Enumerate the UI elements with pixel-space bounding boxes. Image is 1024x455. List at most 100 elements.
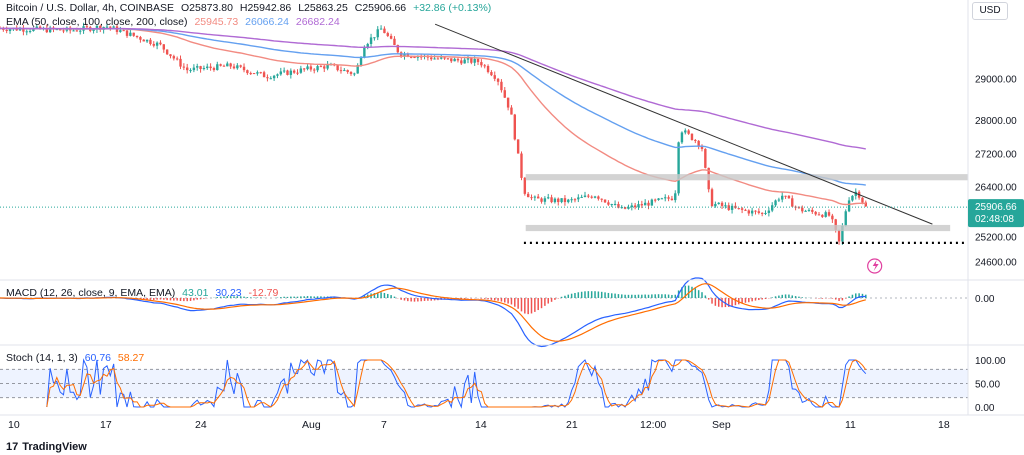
candle-body: [607, 202, 610, 205]
candle-body: [603, 199, 607, 203]
candle-body: [149, 39, 152, 44]
candle-body: [239, 65, 242, 67]
candle-body: [560, 198, 563, 203]
candle-body: [831, 215, 834, 220]
candle-body: [486, 65, 490, 73]
candle-body: [757, 211, 761, 213]
candle-body: [343, 70, 346, 72]
candle-body: [781, 195, 784, 200]
candle-body: [687, 130, 690, 134]
candle-body: [684, 130, 687, 133]
candle-body: [373, 37, 376, 39]
macd-legend: MACD (12, 26, close, 9, EMA, EMA) 43.01 …: [6, 287, 282, 299]
candle-body: [159, 42, 162, 45]
candle-body: [226, 63, 229, 67]
candle-body: [436, 58, 440, 60]
candle-body: [306, 66, 309, 70]
stoch-pane[interactable]: [0, 358, 968, 409]
price-tick-label: 26400.00: [975, 183, 1017, 194]
candle-body: [861, 197, 864, 203]
candle-body: [777, 199, 781, 201]
candle-body: [316, 66, 319, 71]
current-price-label: 25906.66: [975, 202, 1017, 213]
candle-body: [747, 210, 750, 214]
candle-body: [617, 203, 620, 208]
candle-body: [406, 53, 410, 57]
candle-body: [379, 28, 383, 30]
price-pane[interactable]: [0, 22, 968, 274]
stoch-d-value: 58.27: [117, 352, 145, 364]
time-tick-label: Sep: [712, 419, 731, 431]
candle-body: [737, 208, 740, 210]
trendline: [434, 23, 933, 225]
candle-body: [577, 197, 580, 200]
candle-body: [189, 70, 192, 72]
candle-body: [433, 58, 436, 60]
candle-body: [175, 58, 179, 60]
candle-body: [520, 153, 523, 178]
support-zone: [525, 224, 951, 232]
time-tick-label: 17: [100, 419, 112, 431]
candle-body: [791, 198, 794, 207]
candle-body: [303, 68, 306, 70]
candle-body: [186, 67, 189, 71]
currency-button[interactable]: USD: [972, 2, 1008, 20]
candle-body: [256, 72, 259, 74]
lightning-icon-glyph: [872, 260, 879, 271]
price-tick-label: 27200.00: [975, 149, 1017, 160]
time-tick-label: 11: [845, 419, 856, 431]
candle-body: [764, 212, 767, 214]
macd-pane[interactable]: [0, 277, 968, 348]
candle-body: [540, 198, 543, 202]
macd-line: [0, 277, 866, 348]
candle-body: [710, 189, 714, 207]
candle-body: [650, 199, 654, 206]
candle-body: [657, 198, 660, 200]
ohlc-open: O25873.80: [180, 2, 233, 14]
ema100-value: 26066.24: [245, 16, 289, 28]
candle-body: [169, 54, 172, 57]
candle-body: [376, 29, 379, 38]
candle-body: [637, 204, 640, 208]
candle-body: [219, 64, 222, 66]
candle-body: [667, 197, 670, 199]
countdown-label: 02:48:08: [975, 214, 1014, 225]
brand-name: TradingView: [22, 441, 87, 453]
macd-axis-label: 0.00: [975, 294, 995, 305]
candle-body: [677, 142, 680, 194]
candle-body: [633, 205, 637, 208]
axes: 29000.00 28000.00 27200.00 26400.00 25200.00…: [0, 0, 1024, 431]
candle-body: [199, 66, 202, 70]
candle-body: [349, 72, 353, 74]
ema-legend: EMA (50, close, 100, close, 200, close) …: [6, 16, 344, 28]
candle-body: [537, 196, 540, 199]
candle-body: [409, 56, 413, 58]
candle-body: [483, 65, 486, 67]
candle-body: [567, 199, 570, 203]
candle-body: [229, 63, 232, 67]
candle-body: [48, 27, 52, 33]
candle-body: [456, 58, 460, 61]
candle-body: [700, 145, 704, 149]
stoch-title: Stoch (14, 1, 3): [6, 352, 78, 364]
ohlc-low: L25863.25: [298, 2, 348, 14]
ema200-line: [0, 27, 866, 150]
candle-body: [841, 225, 844, 242]
candle-body: [282, 70, 286, 72]
candle-body: [500, 81, 503, 91]
candle-body: [249, 73, 252, 75]
candle-body: [326, 64, 329, 69]
candle-body: [119, 30, 122, 32]
candle-body: [450, 58, 453, 62]
candle-body: [212, 68, 216, 71]
candle-body: [216, 64, 219, 71]
candle-body: [573, 199, 577, 201]
candle-body: [389, 35, 393, 39]
candle-body: [383, 28, 386, 34]
time-tick-label: 24: [195, 419, 207, 431]
candle-body: [92, 29, 95, 31]
candle-body: [139, 37, 142, 40]
candle-body: [286, 70, 289, 75]
candle-body: [105, 26, 109, 28]
